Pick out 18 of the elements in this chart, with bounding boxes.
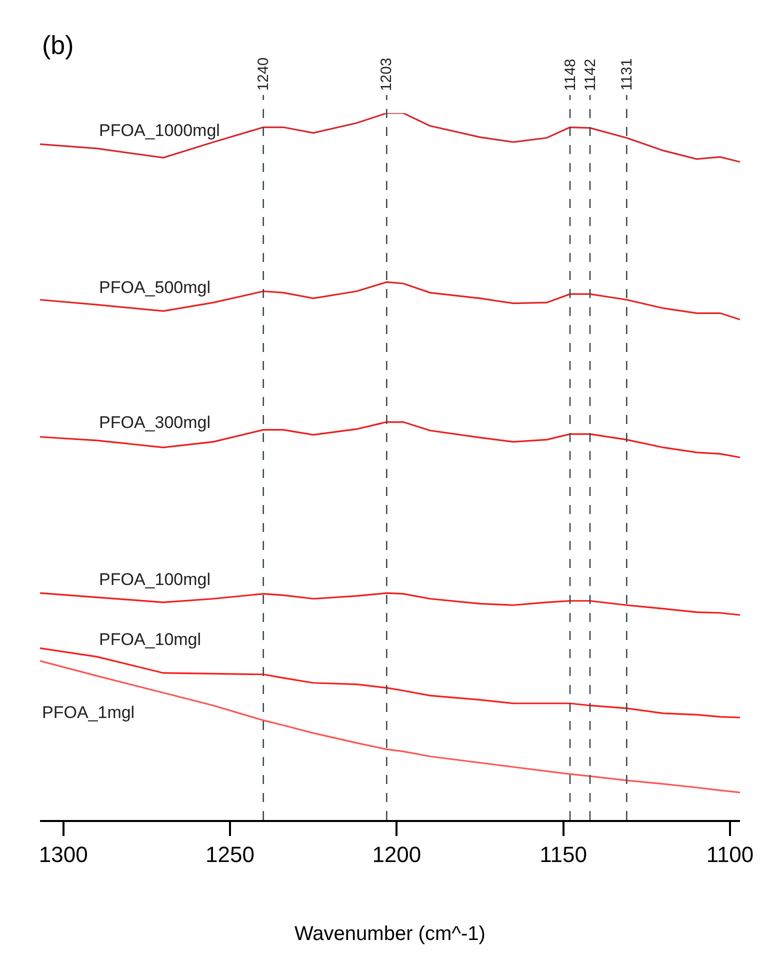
series-label: PFOA_100mgl [99, 570, 210, 589]
x-tick-label: 1300 [38, 842, 88, 868]
ref-line-label: 1240 [254, 57, 272, 91]
x-tick-label: 1100 [706, 842, 754, 868]
ref-line-label: 1131 [618, 58, 636, 91]
x-axis-title: Wavenumber (cm^-1) [294, 923, 486, 946]
series-label: PFOA_300mgl [99, 413, 210, 432]
series-label: PFOA_10mgl [99, 630, 202, 649]
x-tick-label: 1200 [372, 842, 422, 868]
ref-line-label: 1142 [582, 58, 599, 91]
x-tick-label: 1150 [540, 842, 587, 868]
series-label: PFOA_1000mgl [99, 121, 220, 140]
x-tick-label: 1250 [206, 842, 254, 868]
ref-line-label: 1203 [378, 58, 396, 92]
series-label: PFOA_500mgl [99, 278, 210, 297]
ref-line-label: 1148 [562, 58, 579, 91]
series-label: PFOA_1mgl [42, 703, 135, 722]
text: (b) [42, 30, 74, 60]
